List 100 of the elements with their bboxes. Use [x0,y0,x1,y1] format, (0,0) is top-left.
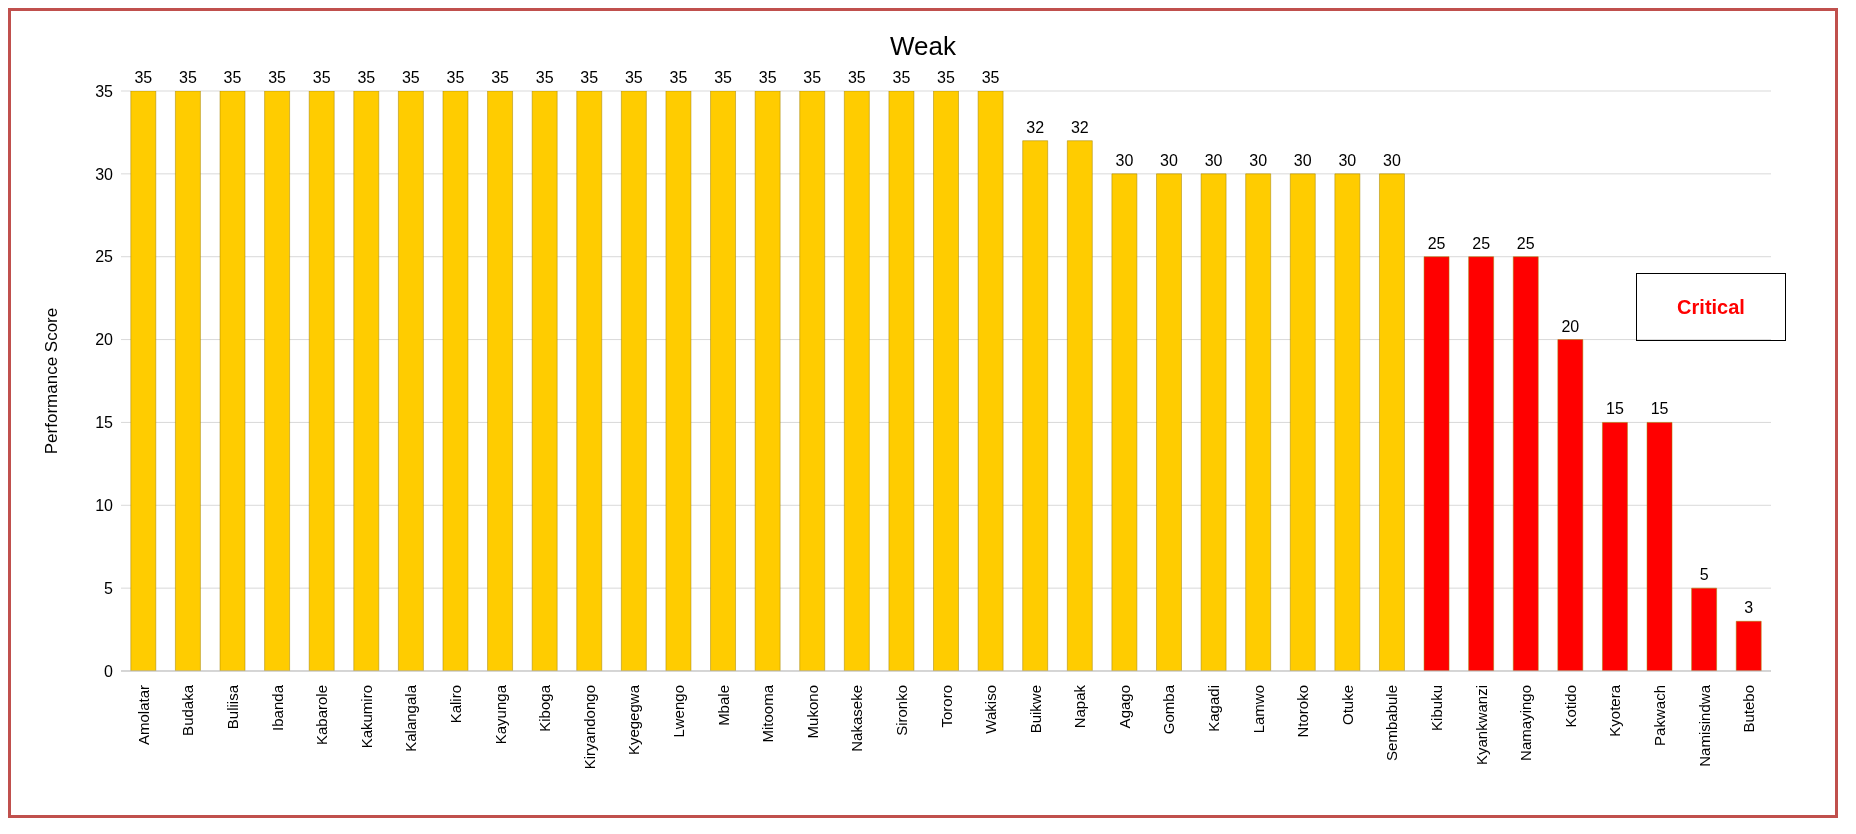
bar [844,91,870,671]
bar [1200,173,1227,671]
data-label: 32 [1070,118,1089,136]
bar [1156,173,1182,671]
bar [1423,256,1450,671]
data-label: 25 [1516,234,1535,252]
bar [1067,140,1093,671]
x-tick-label: Kabarole [313,685,331,746]
chart-title: Weak [889,31,957,63]
y-tick-label: 35 [95,82,114,100]
x-tick-label: Kotido [1561,685,1579,728]
x-tick-label: Budaka [179,684,197,736]
x-tick-label: Mbale [714,685,732,726]
data-label: 32 [1026,118,1045,136]
x-tick-label: Namisindwa [1695,684,1713,767]
data-label: 35 [401,69,420,86]
bar [621,91,647,671]
x-tick-label: Napak [1071,684,1089,729]
data-label: 25 [1427,234,1446,252]
data-label: 35 [758,69,777,86]
data-label: 35 [580,69,599,86]
y-tick-label: 15 [95,414,114,432]
data-label: 5 [1699,566,1709,584]
x-tick-label: Pakwach [1651,685,1669,746]
bar [1602,422,1628,671]
bar [1512,256,1539,671]
y-axis-title: Performance Score [42,307,62,455]
data-label: 30 [1204,151,1223,169]
bar [933,91,959,671]
data-label: 35 [268,69,287,86]
data-label: 35 [624,69,643,86]
x-tick-label: Sembabule [1383,685,1401,761]
x-tick-label: Mitooma [759,684,777,743]
bar [308,91,335,671]
bar [1022,140,1048,671]
data-label: 20 [1561,317,1580,335]
data-label: 35 [803,69,822,86]
data-label: 35 [937,69,956,86]
bar [754,91,781,671]
data-label: 25 [1472,234,1491,252]
bar [1379,173,1405,671]
bar [353,91,380,671]
data-label: 35 [535,69,554,86]
bar [1646,422,1673,671]
x-tick-label: Ntoroko [1294,685,1312,738]
x-tick-label: Kiryandongo [580,685,598,770]
x-tick-label: Kagadi [1205,685,1223,732]
y-tick-label: 25 [95,248,114,266]
data-label: 35 [357,69,376,86]
data-label: 35 [446,69,465,86]
data-label: 3 [1744,599,1754,617]
y-tick-label: 30 [95,165,114,183]
bar [1735,621,1762,671]
x-tick-label: Sironko [892,685,910,736]
bar [1334,173,1361,671]
x-tick-label: Tororo [937,685,955,728]
bar [442,91,469,671]
bar [799,91,825,671]
x-tick-label: Butebo [1740,685,1758,733]
data-label: 35 [714,69,733,86]
bar [888,91,915,671]
bar [219,91,246,671]
x-tick-label: Kiboga [536,684,554,732]
bar [710,91,736,671]
bar [487,91,513,671]
data-label: 30 [1383,151,1401,169]
data-label: 30 [1338,151,1357,169]
x-tick-label: Kayunga [491,684,509,745]
x-tick-label: Mukono [803,685,821,739]
x-tick-label: Kaliro [446,685,464,724]
bar [175,91,201,671]
x-tick-label: Amolatar [134,685,152,746]
x-tick-label: Kyotera [1606,684,1624,737]
bar [1468,256,1494,671]
x-tick-label: Kakumiro [357,685,375,749]
data-label: 35 [892,69,911,86]
data-label: 30 [1293,151,1312,169]
data-label: 15 [1606,400,1624,418]
x-tick-label: Nakaseke [848,685,866,752]
bar [1290,173,1316,671]
y-tick-label: 0 [104,662,114,680]
bar [1111,173,1138,671]
x-tick-label: Kibuku [1428,685,1446,731]
data-label: 35 [491,69,510,86]
bar [531,91,558,671]
data-label: 30 [1249,151,1268,169]
x-tick-label: Kyankwanzi [1472,685,1490,766]
annotation: Critical [1636,273,1786,341]
x-tick-label: Lwengo [669,685,687,738]
data-label: 35 [981,69,1000,86]
x-tick-label: Agago [1115,685,1133,729]
x-tick-label: Kyegegwa [625,684,643,756]
x-tick-label: Ibanda [268,684,286,731]
x-tick-label: Namayingo [1517,685,1535,761]
data-label: 35 [847,69,866,86]
bar [130,91,157,671]
x-tick-label: Lamwo [1249,685,1267,734]
bar [665,91,692,671]
data-label: 35 [669,69,688,86]
data-label: 35 [312,69,331,86]
